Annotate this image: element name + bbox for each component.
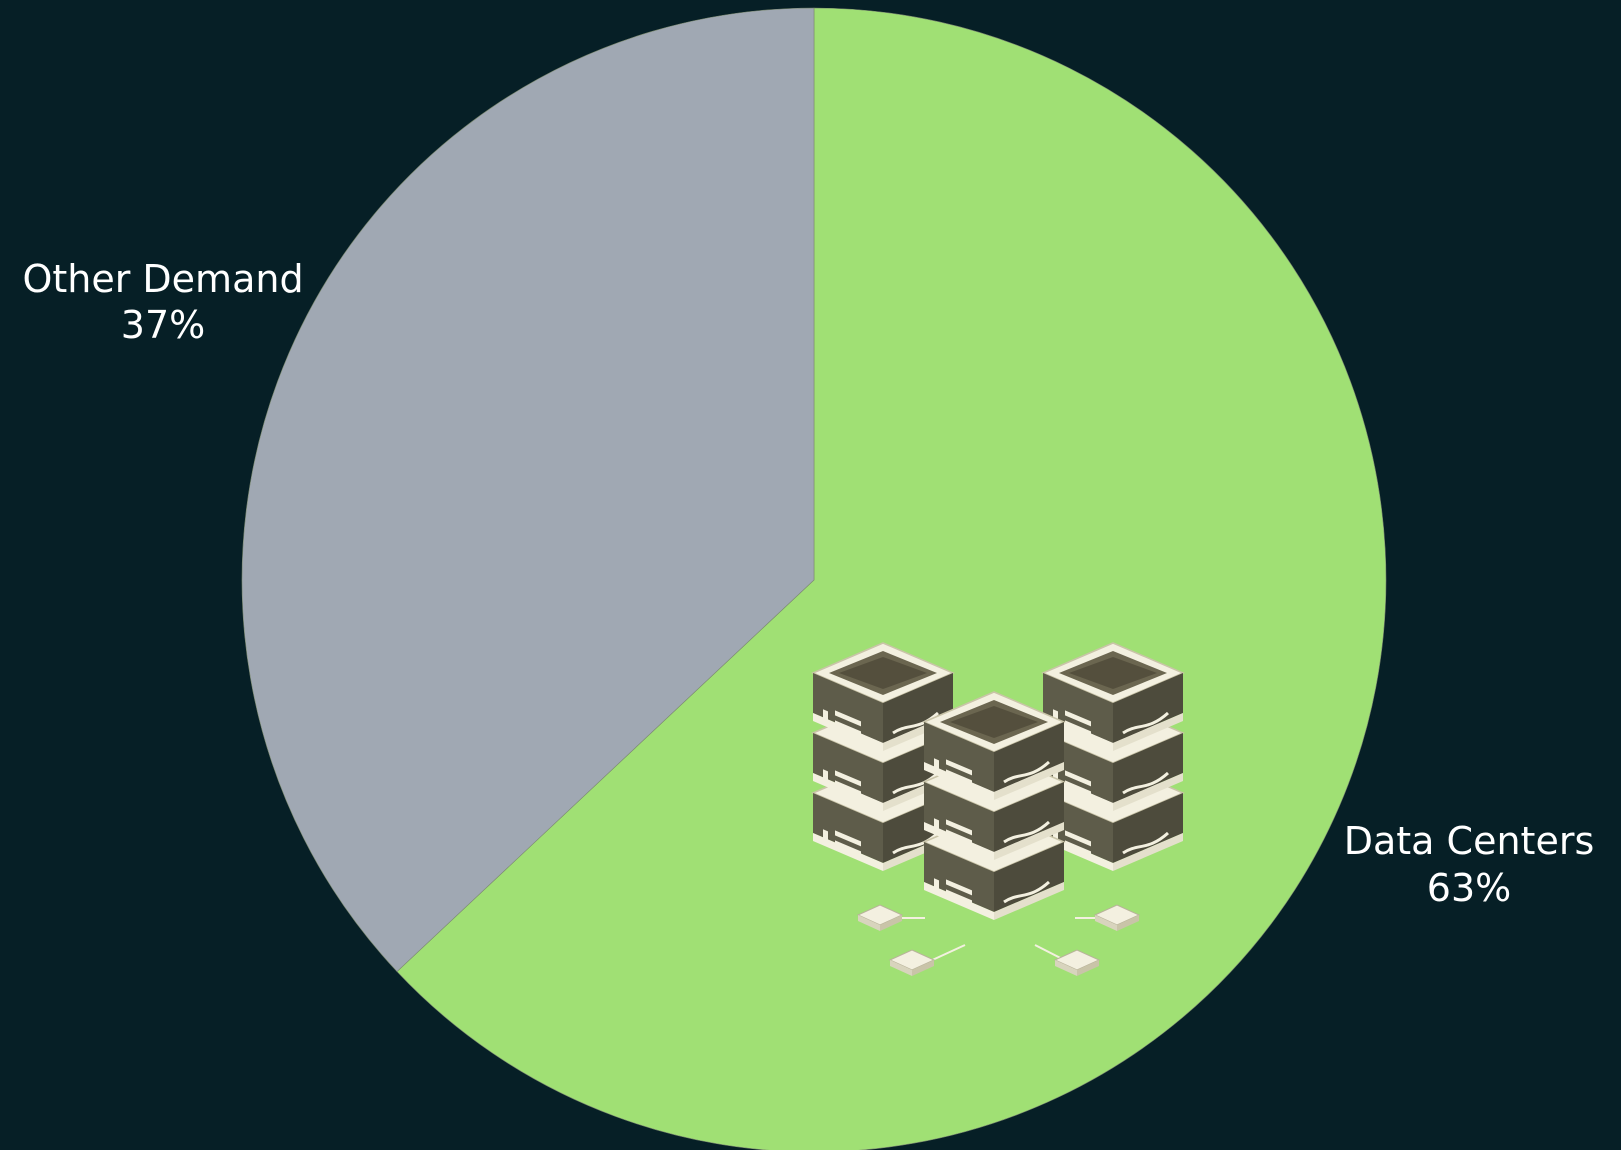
server-racks-icon [811,641,1185,977]
pie-slices [241,7,1387,1150]
pie-slice-data-centers [396,7,1387,1150]
pie-slice-other-demand [241,7,815,972]
slice-value-label: 37% [121,303,205,347]
slice-name-label: Other Demand [22,257,303,301]
slice-name-label: Data Centers [1344,819,1595,863]
slice-value-label: 63% [1427,866,1511,910]
